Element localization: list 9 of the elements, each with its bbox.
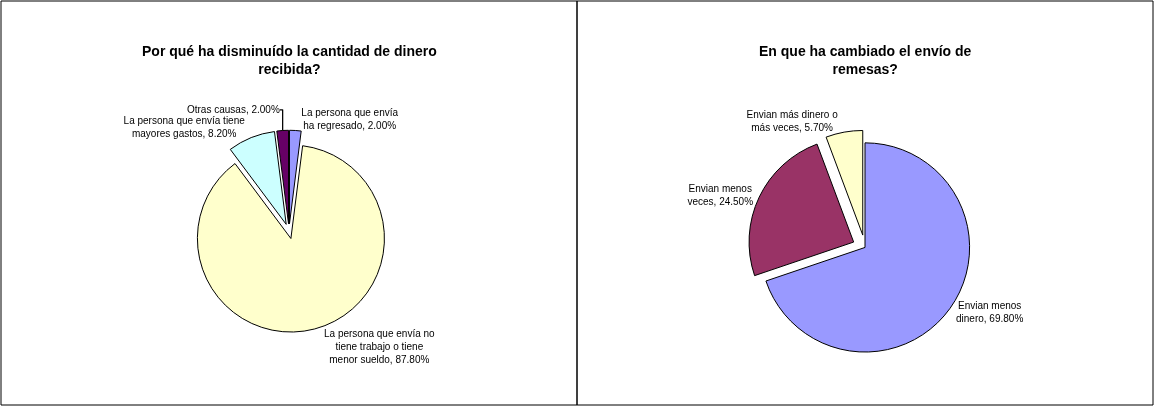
slice-label: Envian más dinero o más veces, 5.70% <box>746 108 839 133</box>
slice-label: La persona que envía no tiene trabajo o tiene menor sueldo, 87.80% <box>323 327 436 365</box>
slice-label: La persona que envía ha regresado, 2.00% <box>301 106 399 131</box>
slice-label: Otras causas, 2.00% <box>186 104 280 116</box>
slice-label: Envian menos dinero, 69.80% <box>956 300 1024 325</box>
slice-label: Envian menos veces, 24.50% <box>687 183 754 208</box>
slice-label: La persona que envía tiene mayores gastos, 8.20% <box>123 115 246 140</box>
chart-title: En que ha cambiado el envío de remesas? <box>759 43 972 78</box>
chart-title: Por qué ha disminuído la cantidad de dinero recibida? <box>142 43 437 78</box>
